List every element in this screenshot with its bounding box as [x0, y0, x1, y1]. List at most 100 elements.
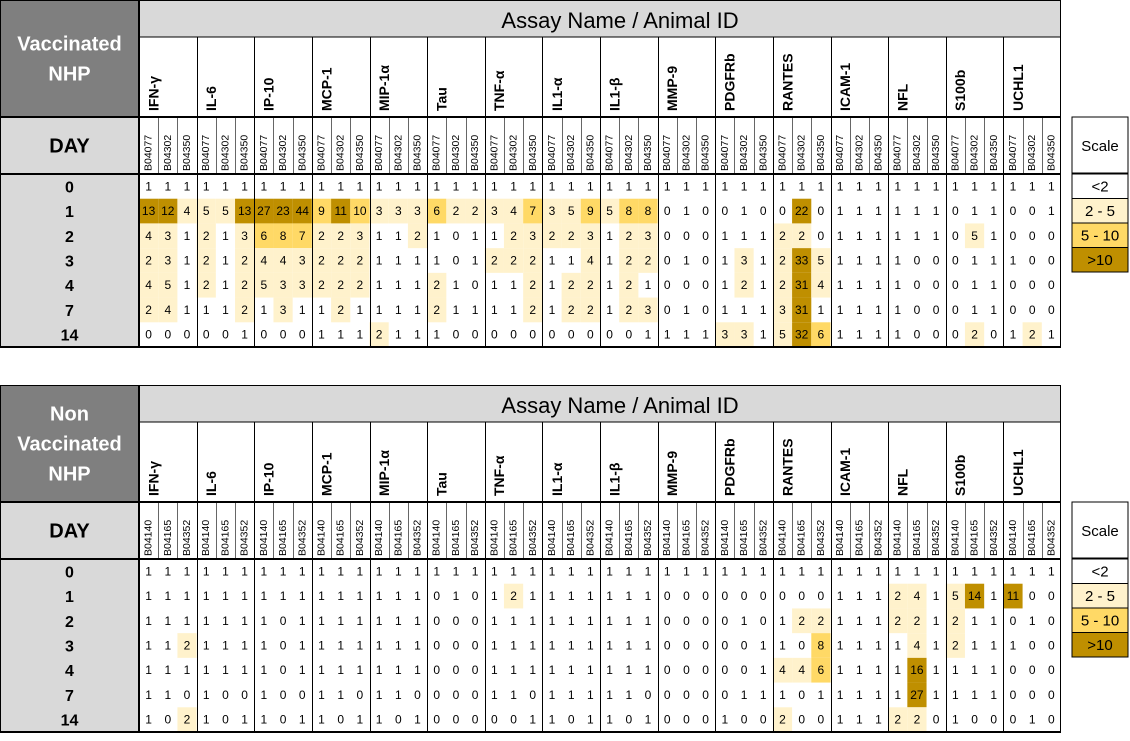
scale-title: Scale [1081, 523, 1119, 540]
animal-id-label: B04165 [738, 520, 750, 556]
cell-value: 2 [952, 614, 959, 628]
cell-value: 1 [241, 713, 248, 727]
cell-value: 1 [376, 303, 383, 317]
cell-value: 2 [241, 303, 248, 317]
cell-value: 1 [875, 254, 882, 268]
animal-id-label: B04140 [200, 520, 212, 556]
day-label: 2 [65, 229, 74, 246]
cell-value: 1 [357, 663, 364, 677]
cell-value: 0 [914, 278, 921, 292]
cell-value: 5 [568, 204, 575, 218]
cell-value: 2 [318, 254, 325, 268]
heat-cell [792, 223, 812, 249]
day-header-bg [0, 502, 139, 559]
cell-value: 1 [971, 254, 978, 268]
heat-cell [811, 322, 831, 347]
cell-value: 3 [491, 204, 498, 218]
animal-id-label: B04350 [181, 135, 193, 171]
cell-value: 1 [875, 179, 882, 193]
heat-cell [292, 198, 312, 224]
cell-value: 1 [856, 688, 863, 702]
cell-value: 1 [875, 663, 882, 677]
scale-swatch [1071, 198, 1129, 224]
animal-id-label: B04350 [469, 135, 481, 171]
cell-value: 1 [625, 639, 632, 653]
cell-value: 1 [683, 254, 690, 268]
cell-value: 1 [529, 179, 536, 193]
cell-value: 4 [145, 278, 152, 292]
cell-value: 1 [184, 564, 191, 578]
heat-cell [273, 297, 293, 323]
cell-value: 1 [990, 254, 997, 268]
cell-value: 1 [472, 303, 479, 317]
cell-value: 4 [510, 204, 517, 218]
heat-cell [311, 198, 332, 224]
cell-value: 1 [990, 278, 997, 292]
cell-value: 2 [491, 254, 498, 268]
cell-value: 1 [645, 328, 652, 342]
cell-value: 0 [702, 614, 709, 628]
cell-value: 0 [933, 278, 940, 292]
cell-value: 1 [491, 229, 498, 243]
scale-entry-label: 2 - 5 [1085, 203, 1115, 220]
cell-value: 1 [894, 204, 901, 218]
cell-value: 3 [741, 254, 748, 268]
cell-value: 4 [280, 254, 287, 268]
animal-id-label: B04352 [469, 520, 481, 556]
cell-value: 0 [453, 328, 460, 342]
heat-cell [331, 198, 351, 224]
cell-value: 1 [549, 278, 556, 292]
cell-value: 1 [164, 179, 171, 193]
cell-value: 1 [1010, 639, 1017, 653]
animal-id-label: B04302 [219, 135, 231, 171]
cell-value: 1 [625, 688, 632, 702]
animal-id-label: B04352 [296, 520, 308, 556]
cell-value: 0 [1048, 639, 1055, 653]
cell-value: 1 [472, 564, 479, 578]
cell-value: 0 [683, 639, 690, 653]
cell-value: 4 [184, 204, 191, 218]
cell-value: 2 [357, 254, 364, 268]
cell-value: 0 [952, 254, 959, 268]
heat-cell [139, 223, 159, 249]
group-label-bg [0, 0, 139, 117]
cell-value: 8 [625, 204, 632, 218]
vaccinated-nhp-heatmap: Assay Name / Animal IDVaccinatedNHPDAY01… [0, 0, 1129, 348]
cell-value: 1 [683, 564, 690, 578]
cell-value: 1 [990, 204, 997, 218]
heat-cell [235, 272, 255, 298]
heat-cell [523, 223, 543, 249]
cell-value: 0 [952, 278, 959, 292]
assay-label: MMP-9 [664, 66, 680, 111]
animal-id-label: B04077 [200, 135, 212, 171]
cell-value: 1 [241, 639, 248, 653]
cell-value: 1 [203, 303, 210, 317]
cell-value: 12 [161, 204, 175, 218]
cell-value: 1 [856, 564, 863, 578]
cell-value: 1 [798, 179, 805, 193]
cell-value: 1 [203, 589, 210, 603]
cell-value: 1 [184, 254, 191, 268]
animal-id-label: B04077 [1007, 135, 1019, 171]
cell-value: 33 [795, 254, 809, 268]
animal-id-label: B04350 [700, 135, 712, 171]
cell-value: 1 [337, 688, 344, 702]
cell-value: 4 [914, 639, 921, 653]
cell-value: 2 [203, 254, 210, 268]
animal-id-label: B04352 [412, 520, 424, 556]
cell-value: 1 [587, 713, 594, 727]
cell-value: 1 [971, 278, 978, 292]
heat-cell [964, 322, 985, 347]
cell-value: 1 [933, 589, 940, 603]
cell-value: 1 [395, 254, 402, 268]
assay-label: NFL [895, 83, 911, 111]
heat-cell [177, 198, 197, 224]
cell-value: 2 [779, 713, 786, 727]
cell-value: 9 [318, 204, 325, 218]
cell-value: 1 [395, 303, 402, 317]
assay-label: TNF-α [491, 455, 507, 496]
animal-id-label: B04352 [354, 520, 366, 556]
heat-cell [907, 583, 927, 609]
cell-value: 2 [587, 278, 594, 292]
cell-value: 1 [376, 589, 383, 603]
